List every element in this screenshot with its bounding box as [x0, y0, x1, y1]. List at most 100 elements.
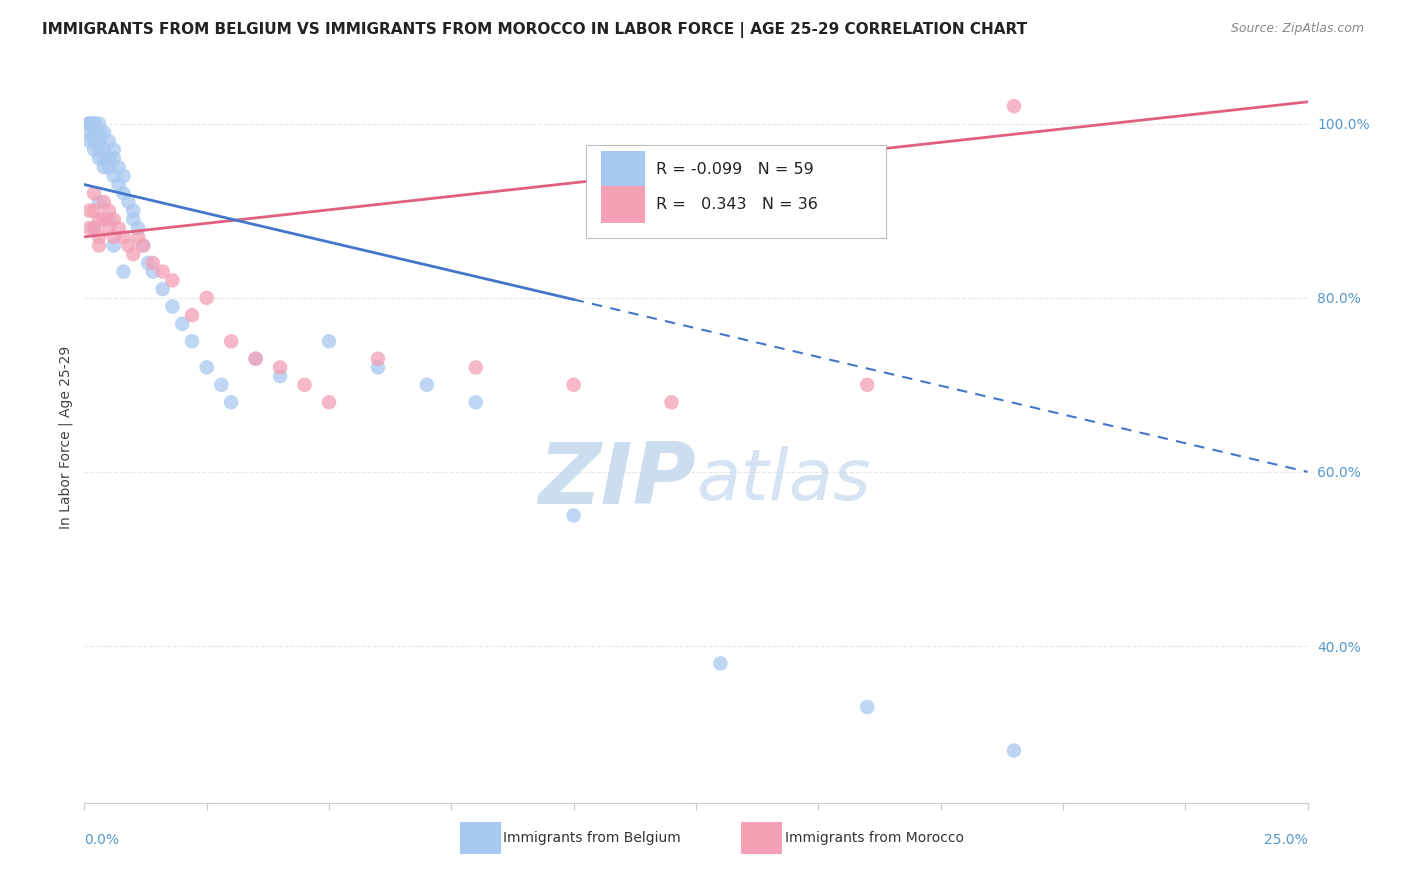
Y-axis label: In Labor Force | Age 25-29: In Labor Force | Age 25-29: [59, 345, 73, 529]
Point: [209, 377, 232, 392]
Point: [83, 203, 105, 218]
Point: [83, 221, 105, 235]
Point: [87, 117, 110, 131]
Point: [856, 377, 879, 392]
Point: [127, 229, 149, 244]
Text: Immigrants from Morocco: Immigrants from Morocco: [785, 831, 963, 846]
Text: ZIP: ZIP: [538, 440, 696, 523]
Text: Source: ZipAtlas.com: Source: ZipAtlas.com: [1230, 22, 1364, 36]
Point: [269, 360, 291, 375]
Point: [367, 360, 389, 375]
Point: [77, 125, 100, 139]
Point: [87, 212, 110, 227]
Point: [152, 282, 174, 296]
FancyBboxPatch shape: [600, 151, 644, 188]
Point: [856, 700, 879, 714]
Point: [122, 203, 145, 218]
Point: [132, 238, 155, 252]
Point: [181, 308, 204, 322]
Point: [77, 134, 100, 148]
Point: [112, 169, 135, 183]
FancyBboxPatch shape: [586, 145, 886, 238]
Point: [77, 203, 100, 218]
Point: [87, 152, 110, 166]
Point: [103, 169, 125, 183]
Point: [245, 351, 267, 366]
Text: R =   0.343   N = 36: R = 0.343 N = 36: [655, 197, 817, 212]
Point: [117, 238, 139, 252]
Point: [83, 117, 105, 131]
Point: [97, 221, 120, 235]
Point: [107, 221, 129, 235]
Point: [195, 360, 218, 375]
Text: 0.0%: 0.0%: [84, 833, 120, 847]
Text: IMMIGRANTS FROM BELGIUM VS IMMIGRANTS FROM MOROCCO IN LABOR FORCE | AGE 25-29 CO: IMMIGRANTS FROM BELGIUM VS IMMIGRANTS FR…: [42, 22, 1028, 38]
Text: R = -0.099   N = 59: R = -0.099 N = 59: [655, 162, 813, 178]
Point: [93, 212, 115, 227]
Point: [318, 395, 340, 409]
Point: [103, 229, 125, 244]
Point: [152, 265, 174, 279]
Point: [117, 194, 139, 209]
Point: [87, 134, 110, 148]
Text: Immigrants from Belgium: Immigrants from Belgium: [503, 831, 681, 846]
Point: [1002, 743, 1025, 757]
Point: [136, 256, 159, 270]
Point: [112, 186, 135, 201]
Point: [83, 143, 105, 157]
Point: [97, 203, 120, 218]
Point: [87, 229, 110, 244]
Point: [87, 143, 110, 157]
Point: [1002, 99, 1025, 113]
Point: [122, 212, 145, 227]
Point: [367, 351, 389, 366]
Point: [103, 212, 125, 227]
Point: [219, 395, 242, 409]
Point: [416, 377, 439, 392]
Point: [269, 369, 291, 384]
Point: [142, 265, 165, 279]
Point: [709, 657, 731, 671]
Point: [97, 212, 120, 227]
Text: atlas: atlas: [696, 447, 870, 516]
Point: [162, 300, 184, 314]
Point: [97, 152, 120, 166]
Point: [93, 125, 115, 139]
Point: [294, 377, 316, 392]
Point: [122, 247, 145, 261]
Point: [77, 117, 100, 131]
Point: [103, 238, 125, 252]
Point: [87, 238, 110, 252]
Point: [93, 143, 115, 157]
Point: [83, 117, 105, 131]
Point: [107, 178, 129, 192]
Point: [83, 221, 105, 235]
Point: [83, 134, 105, 148]
Point: [83, 125, 105, 139]
Point: [162, 273, 184, 287]
Point: [172, 317, 194, 331]
Point: [93, 152, 115, 166]
Point: [112, 229, 135, 244]
Point: [112, 265, 135, 279]
Point: [219, 334, 242, 349]
Point: [132, 238, 155, 252]
Point: [195, 291, 218, 305]
Point: [97, 160, 120, 174]
Point: [245, 351, 267, 366]
Point: [83, 117, 105, 131]
FancyBboxPatch shape: [600, 186, 644, 224]
Point: [464, 360, 486, 375]
Point: [142, 256, 165, 270]
Point: [181, 334, 204, 349]
Point: [107, 160, 129, 174]
Point: [562, 377, 585, 392]
Point: [83, 186, 105, 201]
Point: [127, 221, 149, 235]
Point: [93, 194, 115, 209]
Point: [562, 508, 585, 523]
Point: [318, 334, 340, 349]
Point: [93, 160, 115, 174]
Point: [77, 221, 100, 235]
Point: [87, 125, 110, 139]
